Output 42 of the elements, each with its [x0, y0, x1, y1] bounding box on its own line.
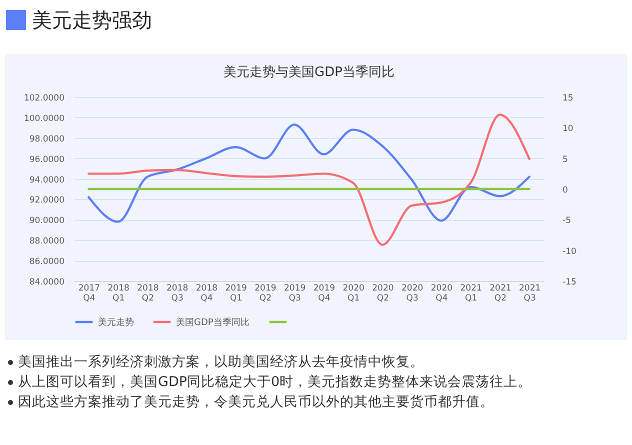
text: 美国推出一系列经济刺激方案，以助美国经济从去年疫情中恢复。	[18, 353, 424, 372]
legend-label: 美元走势	[98, 317, 134, 328]
y2-tick-label: 15	[562, 94, 574, 104]
line-series	[88, 114, 530, 246]
x-tick-label: 2018 Q2	[137, 284, 159, 304]
y-tick-label: 100.0000	[24, 114, 64, 124]
y-tick-label: 84.0000	[29, 278, 64, 288]
legend-label: 美国GDP当季同比	[176, 317, 250, 328]
x-tick-label: 2018 Q4	[196, 284, 218, 304]
y-tick-label: 90.0000	[29, 216, 64, 226]
x-tick-label: 2019 Q3	[284, 284, 306, 304]
y-tick-label: 86.0000	[29, 257, 64, 268]
x-tick-label: 2020 Q3	[401, 284, 424, 304]
x-tick-label: 2020 Q1	[342, 284, 364, 304]
y-tick-label: 98.0000	[29, 134, 64, 144]
y-tick-label: 88.0000	[29, 236, 64, 247]
chart-subtitle: 美元走势与美国GDP当季同比	[224, 64, 394, 80]
y2-tick-label: -10	[562, 246, 576, 257]
text: 因此这些方案推动了美元走势，令美元兑人民币以外的其他主要货币都升值。	[18, 393, 494, 412]
x-tick-label: 2019 Q1	[225, 284, 247, 304]
text: 从上图可以看到，美国GDP同比稳定大于0时，美元指数走势整体来说会震荡往上。	[18, 373, 532, 392]
x-tick-label: 2020 Q4	[430, 284, 453, 304]
x-tick-label: 2021 Q2	[490, 284, 512, 304]
chart-title: 美元走势强劲	[32, 6, 152, 34]
x-tick-label: 2020 Q2	[372, 284, 394, 304]
y2-tick-label: 0	[562, 186, 568, 196]
x-tick-label: 2019 Q4	[313, 284, 336, 304]
y-tick-label: 96.0000	[29, 154, 64, 165]
y2-tick-label: -5	[562, 216, 571, 226]
x-tick-label: 2018 Q3	[166, 284, 188, 304]
x-tick-label: 2019 Q2	[254, 284, 276, 304]
line-series	[88, 124, 530, 223]
x-tick-label: 2017 Q4	[78, 284, 100, 304]
y-tick-label: 94.0000	[29, 175, 64, 186]
x-tick-label: 2018 Q1	[108, 284, 130, 304]
x-tick-label: 2021 Q3	[518, 284, 541, 304]
y2-tick-label: -15	[562, 278, 576, 288]
y2-tick-label: 5	[562, 154, 568, 165]
y-tick-label: 92.0000	[29, 196, 64, 206]
y2-tick-label: 10	[562, 124, 574, 134]
y-tick-label: 102.0000	[24, 94, 64, 104]
x-tick-label: 2021 Q1	[460, 284, 482, 304]
